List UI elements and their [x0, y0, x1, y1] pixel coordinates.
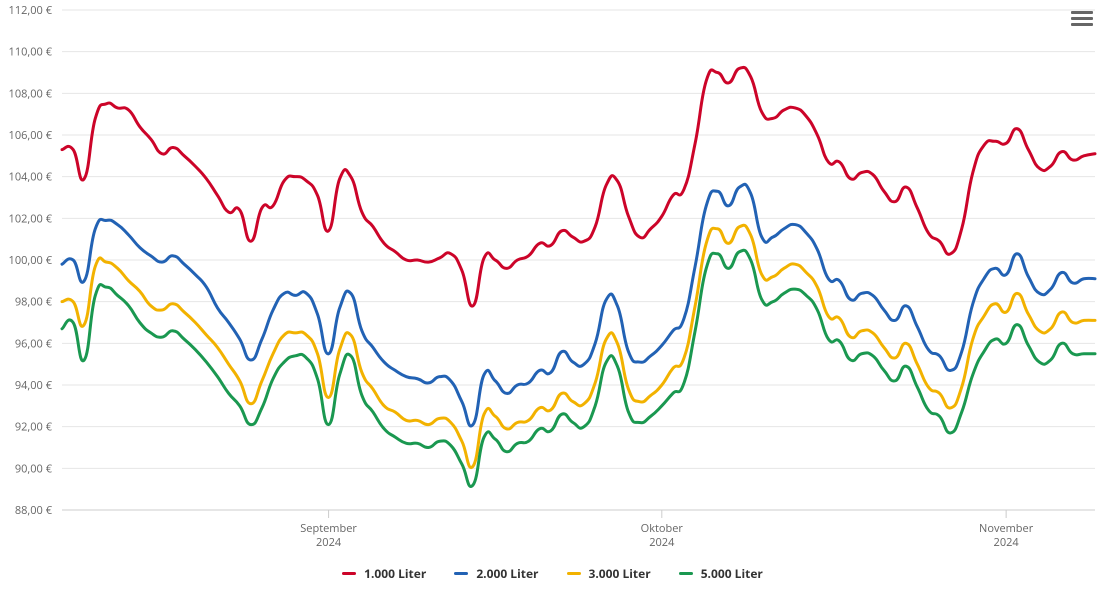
- series-line: [62, 184, 1095, 426]
- svg-text:110,00 €: 110,00 €: [9, 45, 53, 60]
- svg-text:106,00 €: 106,00 €: [9, 128, 53, 143]
- legend-label: 3.000 Liter: [589, 565, 651, 582]
- svg-text:112,00 €: 112,00 €: [9, 3, 53, 18]
- hamburger-menu-icon[interactable]: [1071, 8, 1093, 30]
- svg-text:2024: 2024: [994, 535, 1020, 550]
- svg-text:Oktober: Oktober: [641, 521, 684, 536]
- legend-label: 5.000 Liter: [701, 565, 763, 582]
- series-line: [62, 67, 1095, 306]
- svg-text:2024: 2024: [316, 535, 342, 550]
- legend-swatch: [454, 572, 468, 575]
- svg-text:November: November: [979, 521, 1034, 536]
- series-line: [62, 250, 1095, 486]
- chart-plot-area: 88,00 € 90,00 € 92,00 € 94,00 € 96,00 € 98,00…: [0, 0, 1105, 552]
- svg-text:90,00 €: 90,00 €: [15, 461, 53, 476]
- svg-text:94,00 €: 94,00 €: [15, 378, 53, 393]
- svg-text:104,00 €: 104,00 €: [9, 170, 53, 185]
- legend-label: 1.000 Liter: [364, 565, 426, 582]
- svg-text:September: September: [300, 521, 357, 536]
- price-chart: 88,00 € 90,00 € 92,00 € 94,00 € 96,00 € 98,00…: [0, 0, 1105, 602]
- svg-text:108,00 €: 108,00 €: [9, 86, 53, 101]
- svg-text:2024: 2024: [649, 535, 675, 550]
- legend-item[interactable]: 5.000 Liter: [679, 565, 763, 582]
- series-line: [62, 225, 1095, 467]
- svg-text:88,00 €: 88,00 €: [15, 503, 53, 518]
- legend-item[interactable]: 1.000 Liter: [342, 565, 426, 582]
- svg-text:100,00 €: 100,00 €: [9, 253, 53, 268]
- legend-item[interactable]: 2.000 Liter: [454, 565, 538, 582]
- legend-swatch: [342, 572, 356, 575]
- svg-text:102,00 €: 102,00 €: [9, 211, 53, 226]
- legend-item[interactable]: 3.000 Liter: [567, 565, 651, 582]
- svg-text:98,00 €: 98,00 €: [15, 295, 53, 310]
- legend-swatch: [679, 572, 693, 575]
- legend: 1.000 Liter 2.000 Liter 3.000 Liter 5.000 L…: [0, 565, 1105, 582]
- svg-text:96,00 €: 96,00 €: [15, 336, 53, 351]
- legend-label: 2.000 Liter: [476, 565, 538, 582]
- legend-swatch: [567, 572, 581, 575]
- svg-text:92,00 €: 92,00 €: [15, 420, 53, 435]
